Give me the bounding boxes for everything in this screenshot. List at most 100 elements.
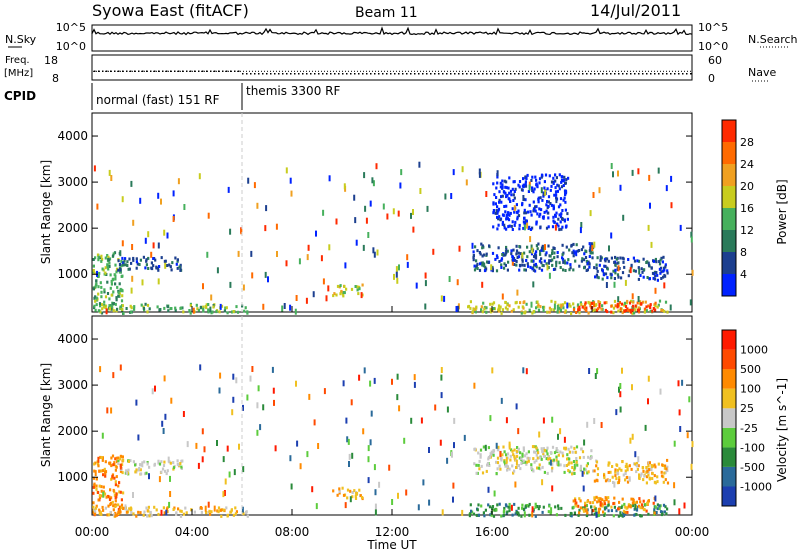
heatmap-cell [550,308,553,312]
heatmap-cell [382,203,385,210]
heatmap-cell [264,225,267,232]
heatmap-cell [101,469,104,473]
nave-point [657,70,658,72]
heatmap-cell [267,276,269,283]
nave-point [591,70,592,72]
heatmap-cell [653,480,656,484]
heatmap-cell [169,265,172,269]
heatmap-cell [618,476,621,480]
heatmap-cell [581,305,584,309]
heatmap-cell [562,184,565,187]
heatmap-cell [112,504,115,508]
heatmap-cell [595,495,598,499]
heatmap-cell [157,242,160,249]
heatmap-cell [504,503,508,507]
heatmap-cell [533,460,536,464]
nave-point [384,70,385,72]
heatmap-cell [157,278,160,285]
heatmap-cell [616,302,619,306]
heatmap-cell [496,503,499,507]
heatmap-cell [495,472,498,475]
heatmap-cell [617,309,620,313]
heatmap-cell [535,265,538,269]
heatmap-cell [550,469,554,473]
heatmap-cell [547,200,550,204]
heatmap-cell [490,450,493,454]
heatmap-cell [391,378,393,385]
heatmap-cell [573,511,576,515]
heatmap-cell [554,505,557,509]
heatmap-cell [306,254,309,261]
heatmap-cell [536,505,539,508]
nave-point [237,70,238,72]
freq-point [106,70,108,72]
heatmap-cell [202,283,204,290]
heatmap-cell [526,262,529,266]
heatmap-cell [588,265,591,269]
heatmap-cell [373,251,376,258]
heatmap-cell [499,218,502,222]
freq-point [582,73,584,75]
heatmap-cell [560,304,563,308]
heatmap-cell [644,300,647,304]
heatmap-cell [534,209,537,213]
heatmap-cell [505,195,508,199]
heatmap-cell [119,469,123,473]
heatmap-cell [496,461,500,465]
freq-point [682,73,684,75]
heatmap-cell [440,367,443,373]
freq-point [274,73,276,75]
heatmap-cell [550,184,553,188]
heatmap-cell [623,301,627,305]
heatmap-cell [603,513,606,517]
heatmap-cell [469,306,472,310]
heatmap-cell [556,449,559,453]
heatmap-cell [630,265,633,269]
nave-point [198,70,199,72]
heatmap-cell [410,417,413,424]
heatmap-cell [580,259,583,263]
heatmap-cell [485,252,488,256]
heatmap-cell [647,499,650,503]
nave-point [495,70,496,72]
heatmap-cell [150,261,153,265]
heatmap-cell [579,467,582,471]
heatmap-cell [226,311,229,315]
heatmap-cell [549,202,552,205]
heatmap-cell [201,428,204,435]
heatmap-cell [207,310,210,314]
nave-point [360,70,361,72]
heatmap-cell [524,268,527,272]
heatmap-cell [517,428,520,435]
heatmap-cell [154,258,157,262]
heatmap-cell [606,267,609,271]
heatmap-cell [478,459,481,463]
heatmap-cell [535,183,538,187]
heatmap-cell [572,460,576,463]
heatmap-cell [553,220,556,224]
heatmap-cell [298,258,301,265]
heatmap-cell [136,262,139,266]
heatmap-cell [306,451,309,458]
heatmap-cell [506,303,509,307]
heatmap-cell [647,224,650,231]
x-tick-label: 08:00 [275,525,310,539]
heatmap-cell [374,503,377,510]
nave-point [321,70,322,72]
heatmap-cell [618,478,621,482]
heatmap-cell [216,509,219,513]
heatmap-cell [526,222,529,229]
nave-point [597,70,598,72]
heatmap-cell [534,450,537,454]
heatmap-cell [448,276,451,282]
heatmap-cell [497,246,500,250]
heatmap-cell [341,292,345,296]
heatmap-cell [219,303,222,310]
heatmap-cell [118,270,121,274]
heatmap-cell [469,503,472,507]
heatmap-cell [346,496,349,500]
nave-point [633,70,634,72]
heatmap-cell [246,310,249,314]
heatmap-cell [495,209,498,213]
heatmap-cell [612,171,614,178]
